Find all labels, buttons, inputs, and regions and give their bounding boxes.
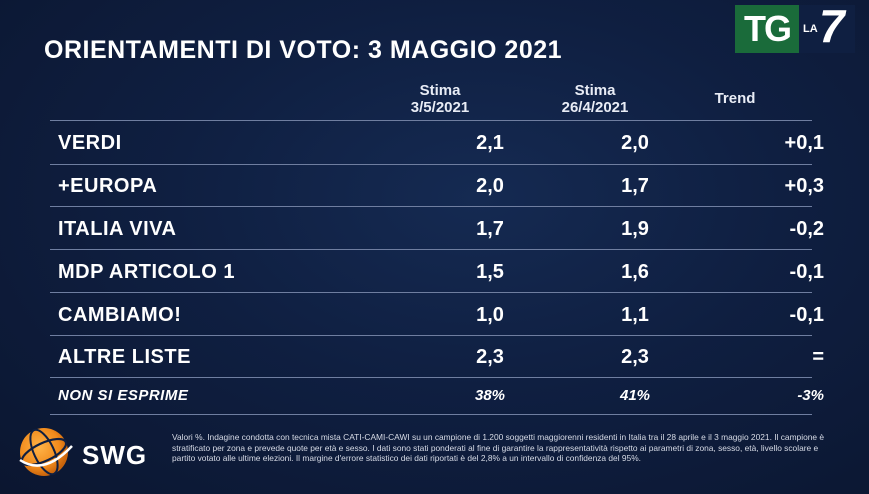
stima-26-4-value: 2,3 — [621, 346, 649, 368]
stima-26-4-value: 2,0 — [621, 132, 649, 154]
party-name: CAMBIAMO! — [58, 304, 182, 326]
stima-3-5-value: 2,1 — [476, 132, 504, 154]
header-stima-3-5: Stima 3/5/2021 — [385, 82, 495, 116]
stima-3-5-value: 38% — [474, 387, 506, 404]
trend-value: +0,3 — [784, 175, 824, 197]
table-divider — [50, 206, 812, 207]
table-divider — [50, 335, 812, 336]
trend-value: = — [812, 346, 824, 368]
swg-logo: SWG — [10, 424, 160, 484]
header-date: 3/5/2021 — [410, 99, 470, 116]
swg-name: SWG — [82, 440, 148, 470]
stima-3-5-value: 1,7 — [476, 218, 504, 240]
header-stima-label: Stima — [574, 82, 616, 99]
table-divider — [50, 120, 812, 121]
header-date: 26/4/2021 — [561, 99, 629, 116]
party-name: +EUROPA — [58, 175, 158, 197]
tg-logo-text: TG — [735, 5, 799, 53]
table-divider — [50, 249, 812, 250]
party-name: NON SI ESPRIME — [58, 387, 189, 404]
party-name: MDP ARTICOLO 1 — [58, 261, 236, 283]
header-stima-label: Stima — [419, 82, 461, 99]
table-row: VERDI 2,1 2,0 +0,1 — [50, 122, 824, 164]
trend-value: -0,1 — [789, 261, 824, 283]
stima-26-4-value: 1,9 — [621, 218, 649, 240]
stima-26-4-value: 1,6 — [621, 261, 649, 283]
stima-26-4-value: 1,7 — [621, 175, 649, 197]
trend-value: -0,1 — [789, 304, 824, 326]
la7-logo: LA 7 — [799, 0, 855, 53]
table-row: CAMBIAMO! 1,0 1,1 -0,1 — [50, 294, 824, 336]
stima-3-5-value: 2,3 — [476, 346, 504, 368]
tg-la7-logo: TG LA 7 — [735, 0, 855, 53]
trend-value: +0,1 — [784, 132, 824, 154]
stima-26-4-value: 41% — [619, 387, 651, 404]
table-divider — [50, 164, 812, 165]
header-stima-26-4: Stima 26/4/2021 — [530, 82, 660, 116]
trend-value: -3% — [797, 387, 824, 404]
party-name: ALTRE LISTE — [58, 346, 191, 368]
table-divider — [50, 377, 812, 378]
table-divider — [50, 292, 812, 293]
stima-3-5-value: 1,5 — [476, 261, 504, 283]
trend-value: -0,2 — [789, 218, 824, 240]
table-row: ITALIA VIVA 1,7 1,9 -0,2 — [50, 208, 824, 250]
header-trend: Trend — [714, 90, 756, 107]
stima-3-5-value: 1,0 — [476, 304, 504, 326]
stima-26-4-value: 1,1 — [621, 304, 649, 326]
table-row-non-esprime: NON SI ESPRIME 38% 41% -3% — [50, 375, 824, 417]
table-row: +EUROPA 2,0 1,7 +0,3 — [50, 165, 824, 207]
party-name: VERDI — [58, 132, 122, 154]
page-title: ORIENTAMENTI DI VOTO: 3 MAGGIO 2021 — [44, 36, 563, 64]
party-name: ITALIA VIVA — [58, 218, 177, 240]
methodology-note: Valori %. Indagine condotta con tecnica … — [172, 432, 825, 464]
stima-3-5-value: 2,0 — [476, 175, 504, 197]
table-row: ALTRE LISTE 2,3 2,3 = — [50, 336, 824, 378]
la-logo-text: LA — [803, 23, 818, 35]
swg-globe-icon — [19, 428, 73, 476]
table-divider — [50, 414, 812, 415]
seven-logo-text: 7 — [819, 0, 845, 52]
table-row: MDP ARTICOLO 1 1,5 1,6 -0,1 — [50, 251, 824, 293]
